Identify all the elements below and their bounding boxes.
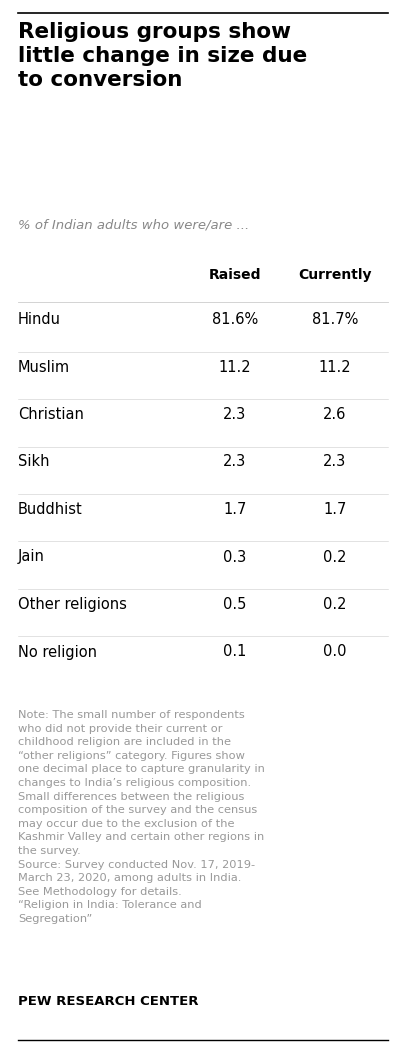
Text: 1.7: 1.7 <box>223 502 247 517</box>
Text: 2.3: 2.3 <box>223 454 247 470</box>
Text: 81.7%: 81.7% <box>312 312 358 327</box>
Text: 0.0: 0.0 <box>323 644 347 660</box>
Text: % of Indian adults who were/are ...: % of Indian adults who were/are ... <box>18 218 249 231</box>
Text: Note: The small number of respondents
who did not provide their current or
child: Note: The small number of respondents wh… <box>18 710 265 924</box>
Text: 0.3: 0.3 <box>223 549 247 565</box>
Text: Muslim: Muslim <box>18 359 70 375</box>
Text: Hindu: Hindu <box>18 312 61 327</box>
Text: 2.3: 2.3 <box>323 454 347 470</box>
Text: 0.5: 0.5 <box>223 597 247 612</box>
Text: Raised: Raised <box>209 268 261 282</box>
Text: Religious groups show
little change in size due
to conversion: Religious groups show little change in s… <box>18 22 307 90</box>
Text: Buddhist: Buddhist <box>18 502 83 517</box>
Text: 11.2: 11.2 <box>219 359 251 375</box>
Text: Other religions: Other religions <box>18 597 127 612</box>
Text: 2.3: 2.3 <box>223 407 247 422</box>
Text: Christian: Christian <box>18 407 84 422</box>
Text: 11.2: 11.2 <box>319 359 351 375</box>
Text: Currently: Currently <box>298 268 372 282</box>
Text: PEW RESEARCH CENTER: PEW RESEARCH CENTER <box>18 995 198 1008</box>
Text: 81.6%: 81.6% <box>212 312 258 327</box>
Text: 2.6: 2.6 <box>323 407 347 422</box>
Text: 1.7: 1.7 <box>323 502 347 517</box>
Text: 0.2: 0.2 <box>323 549 347 565</box>
Text: 0.2: 0.2 <box>323 597 347 612</box>
Text: 0.1: 0.1 <box>223 644 247 660</box>
Text: Jain: Jain <box>18 549 45 565</box>
Text: Sikh: Sikh <box>18 454 50 470</box>
Text: No religion: No religion <box>18 644 97 660</box>
